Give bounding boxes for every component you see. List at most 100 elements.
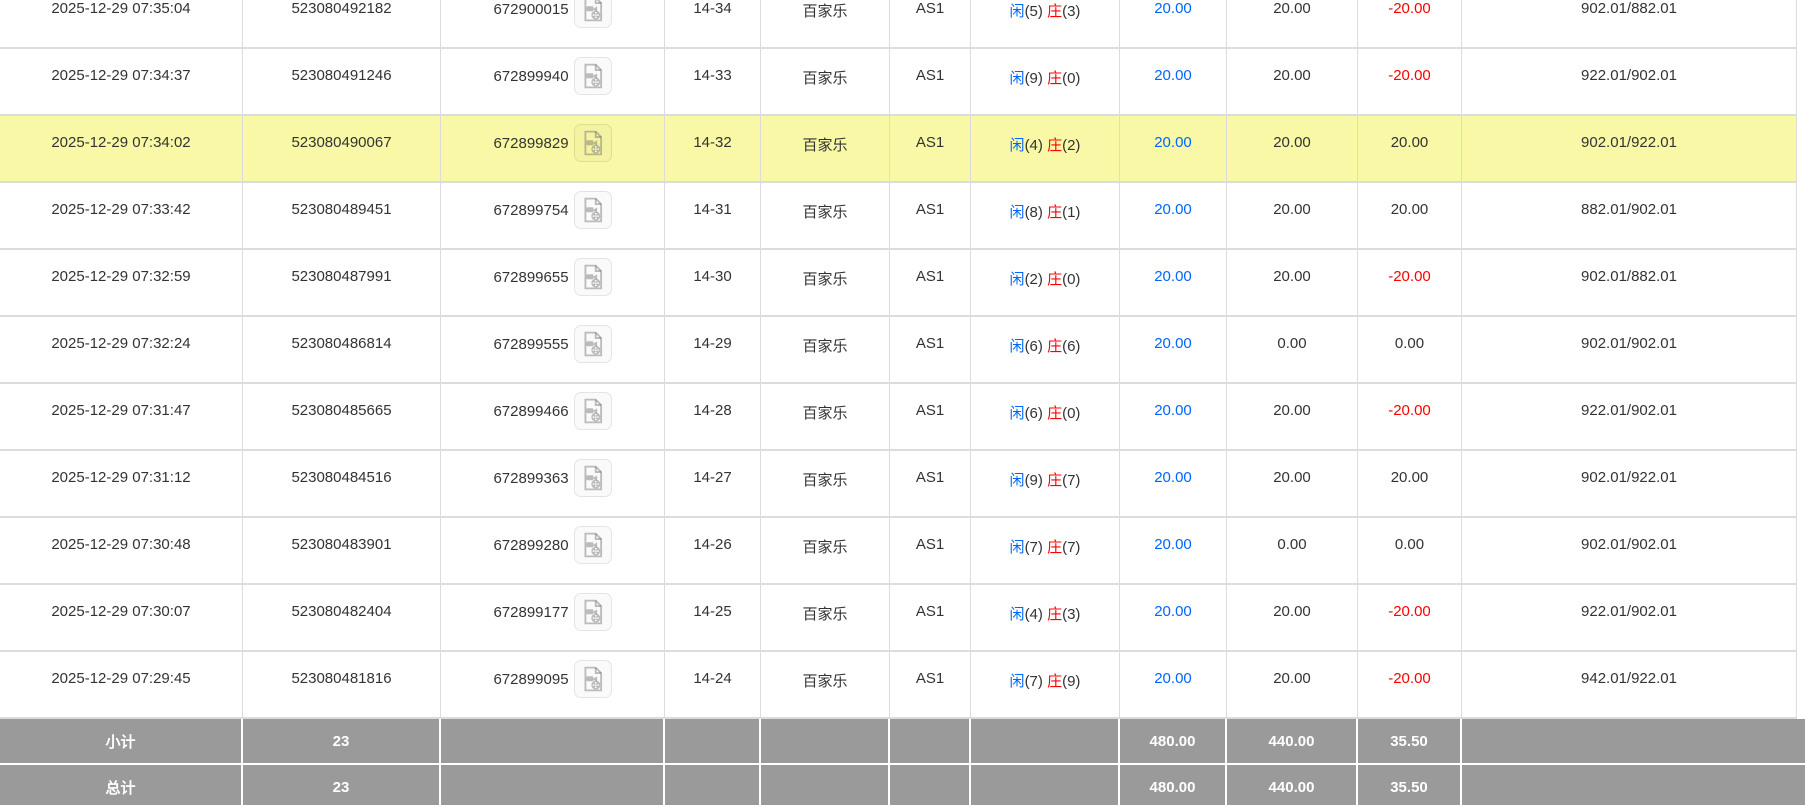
bet-amount-link[interactable]: 20.00 [1120,250,1227,317]
subtotal-count: 23 [243,719,441,765]
summary-empty-cell [665,765,761,805]
table-right-gutter [1797,183,1805,250]
video-replay-button[interactable] [573,191,612,229]
game-id-text: 672899466 [493,402,569,420]
player-points: (7) [1024,539,1043,556]
player-points: (4) [1024,137,1043,154]
bet-amount-link[interactable]: 20.00 [1120,116,1227,183]
valid-amount-cell: 20.00 [1227,384,1358,451]
subtotal-valid-amount: 440.00 [1227,719,1358,765]
game-id-text: 672899754 [493,201,569,219]
video-replay-button[interactable] [573,0,612,28]
game-id-group: 672899177 [493,593,612,631]
game-id-group: 672899363 [493,459,612,497]
player-points: (9) [1024,472,1043,489]
bet-id-cell: 523080481816 [243,652,441,719]
game-id-text: 672899363 [493,469,569,487]
bet-amount-link[interactable]: 20.00 [1120,317,1227,384]
table-right-gutter [1797,585,1805,652]
bet-record-row: 2025-12-29 07:31:12 523080484516 672899363… [0,451,1805,518]
player-label: 闲 [1009,271,1025,288]
table-name-cell: AS1 [890,0,971,49]
game-id-cell: 672899754 [441,183,665,250]
game-id-cell: 672899095 [441,652,665,719]
game-result-cell: 闲(2) 庄(0) [971,250,1120,317]
game-type-cell: 百家乐 [761,384,890,451]
player-label: 闲 [1009,673,1025,690]
game-id-group: 672899940 [493,57,612,95]
table-name-cell: AS1 [890,116,971,183]
game-result-cell: 闲(9) 庄(7) [971,451,1120,518]
bet-amount-link[interactable]: 20.00 [1120,0,1227,49]
video-file-icon [580,599,606,625]
game-result-cell: 闲(4) 庄(3) [971,585,1120,652]
round-number-cell: 14-29 [665,317,761,384]
summary-empty-cell [971,765,1120,805]
game-id-text: 672899555 [493,335,569,353]
valid-amount-cell: 20.00 [1227,183,1358,250]
banker-label: 庄 [1047,338,1063,355]
video-replay-button[interactable] [573,124,612,162]
video-replay-button[interactable] [573,325,612,363]
total-win-loss: 35.50 [1358,765,1462,805]
player-points: (6) [1024,405,1043,422]
banker-points: (6) [1062,338,1081,355]
round-number-cell: 14-33 [665,49,761,116]
video-file-icon [580,130,606,156]
bet-amount-link[interactable]: 20.00 [1120,384,1227,451]
total-valid-amount: 440.00 [1227,765,1358,805]
player-label: 闲 [1009,405,1025,422]
table-name-cell: AS1 [890,518,971,585]
bet-amount-link[interactable]: 20.00 [1120,585,1227,652]
player-label: 闲 [1009,472,1025,489]
bet-id-cell: 523080492182 [243,0,441,49]
banker-label: 庄 [1047,70,1063,87]
table-name-cell: AS1 [890,49,971,116]
game-id-group: 672899466 [493,392,612,430]
video-replay-button[interactable] [573,660,612,698]
bet-record-row: 2025-12-29 07:31:47 523080485665 672899466… [0,384,1805,451]
table-right-gutter [1797,116,1805,183]
game-id-group: 672899829 [493,124,612,162]
win-loss-cell: 0.00 [1358,518,1462,585]
game-id-text: 672899177 [493,603,569,621]
game-result-cell: 闲(4) 庄(2) [971,116,1120,183]
game-type-cell: 百家乐 [761,250,890,317]
summary-empty-cell [890,765,971,805]
balance-cell: 902.01/902.01 [1462,518,1797,585]
video-replay-button[interactable] [573,57,612,95]
player-label: 闲 [1009,137,1025,154]
bet-amount-link[interactable]: 20.00 [1120,518,1227,585]
subtotal-bet-amount: 480.00 [1120,719,1227,765]
video-replay-button[interactable] [573,459,612,497]
game-type-cell: 百家乐 [761,49,890,116]
bet-amount-link[interactable]: 20.00 [1120,652,1227,719]
video-replay-button[interactable] [573,526,612,564]
game-id-text: 672899095 [493,670,569,688]
bet-amount-link[interactable]: 20.00 [1120,451,1227,518]
table-right-gutter [1797,652,1805,719]
bet-amount-link[interactable]: 20.00 [1120,49,1227,116]
game-id-text: 672900015 [493,0,569,18]
player-label: 闲 [1009,338,1025,355]
game-id-cell: 672899177 [441,585,665,652]
win-loss-cell: -20.00 [1358,250,1462,317]
video-replay-button[interactable] [573,258,612,296]
win-loss-cell: -20.00 [1358,0,1462,49]
game-id-text: 672899280 [493,536,569,554]
summary-empty-cell [971,719,1120,765]
win-loss-cell: 20.00 [1358,183,1462,250]
win-loss-cell: 20.00 [1358,451,1462,518]
game-type-cell: 百家乐 [761,116,890,183]
game-id-group: 672899555 [493,325,612,363]
banker-points: (3) [1062,606,1081,623]
win-loss-cell: 20.00 [1358,116,1462,183]
video-replay-button[interactable] [573,392,612,430]
player-label: 闲 [1009,70,1025,87]
video-replay-button[interactable] [573,593,612,631]
total-bet-amount: 480.00 [1120,765,1227,805]
bet-amount-link[interactable]: 20.00 [1120,183,1227,250]
video-file-icon [580,465,606,491]
bet-record-row: 2025-12-29 07:32:59 523080487991 672899655… [0,250,1805,317]
